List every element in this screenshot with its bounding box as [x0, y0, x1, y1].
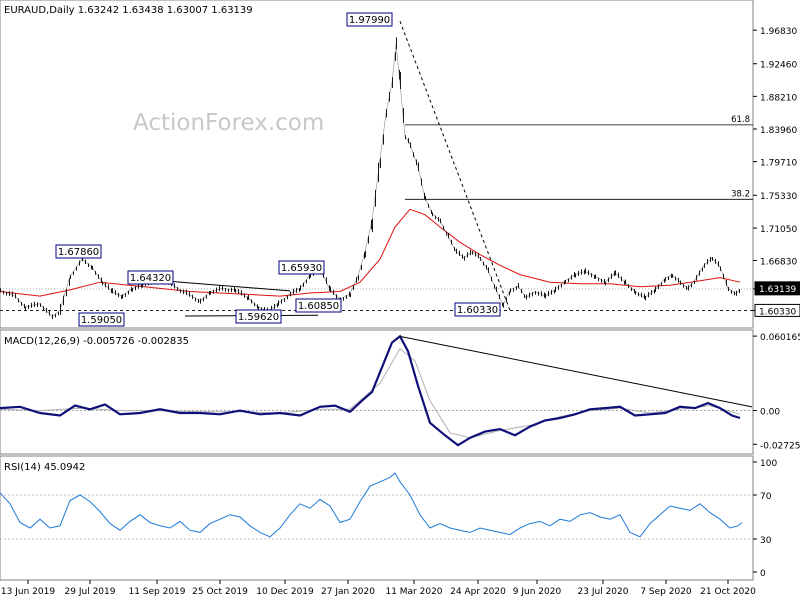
macd-panel-frame	[0, 329, 754, 455]
support-price-tag-label: 1.60330	[759, 307, 796, 317]
fib-level-label: 61.8	[731, 115, 750, 125]
price-annotation-box	[346, 12, 393, 27]
price-annotation-label: 1.67860	[58, 247, 99, 258]
price-annotation-label: 1.64320	[130, 273, 171, 284]
x-tick-label: 21 Oct 2020	[700, 587, 756, 597]
price-annotation-label: 1.59050	[81, 315, 122, 326]
macd-y-tick-label: -0.02725	[760, 441, 800, 451]
price-y-tick-label: 1.92460	[760, 61, 797, 71]
macd-panel: 0.060165 0.00 -0.02725	[0, 333, 800, 451]
price-panel: 1.96830 1.92460 1.88210 1.83960 1.79710 1.753…	[0, 12, 800, 327]
macd-y-tick-label: 0.00	[760, 408, 780, 418]
price-annotation-box	[454, 302, 501, 317]
current-price-tag-label: 1.63139	[759, 285, 796, 295]
rsi-panel-title: RSI(14) 45.0942	[4, 462, 85, 473]
rsi-y-tick-label: 70	[760, 492, 772, 502]
macd-trend-line	[399, 335, 753, 408]
support-price-tag	[754, 303, 800, 317]
macd-line	[0, 334, 741, 447]
watermark: ActionForex.com	[133, 110, 324, 136]
fib-level-label: 38.2	[731, 189, 750, 199]
x-tick-label: 7 Sep 2020	[640, 587, 692, 597]
price-annotation-box	[78, 312, 125, 327]
rsi-y-tick-label: 0	[760, 569, 766, 579]
price-panel-frame	[0, 0, 754, 329]
price-y-tick-label: 1.88210	[760, 93, 797, 103]
x-tick-label: 11 Mar 2020	[385, 587, 442, 597]
moving-average-line	[0, 208, 741, 297]
current-price-tag	[754, 281, 800, 296]
rsi-panel-frame	[0, 455, 754, 581]
rsi-panel: 100 70 30 0	[0, 459, 777, 579]
price-annotation-label: 1.60330	[457, 305, 498, 316]
rsi-y-tick-label: 30	[760, 536, 772, 546]
x-tick-label: 9 Jun 2020	[513, 587, 562, 597]
x-axis: 13 Jun 2019 29 Jul 2019 11 Sep 2019 25 Oct …	[1, 580, 756, 597]
price-annotation-box	[235, 309, 282, 324]
price-annotation-label: 1.65930	[281, 263, 322, 274]
price-annotation-label: 1.59620	[238, 312, 279, 323]
x-tick-label: 10 Dec 2019	[256, 587, 314, 597]
macd-y-tick-label: 0.060165	[760, 333, 800, 343]
x-tick-label: 23 Jul 2020	[578, 587, 629, 597]
macd-panel-title: MACD(12,26,9) -0.005726 -0.002835	[4, 336, 189, 347]
rsi-y-tick-label: 100	[760, 459, 777, 469]
price-panel-title: EURAUD,Daily 1.63242 1.63438 1.63007 1.6…	[4, 5, 253, 16]
x-tick-label: 25 Oct 2019	[192, 587, 248, 597]
price-annotation-box	[55, 244, 102, 259]
price-y-tick-label: 1.79710	[760, 159, 797, 169]
price-y-tick-label: 1.66830	[760, 258, 797, 268]
x-tick-label: 29 Jul 2019	[65, 587, 116, 597]
price-annotation-box	[278, 260, 325, 275]
rsi-line	[0, 472, 743, 538]
price-annotation-box	[295, 298, 342, 313]
price-y-tick-label: 1.75330	[760, 192, 797, 202]
price-y-tick-label: 1.71050	[760, 225, 797, 235]
x-tick-label: 13 Jun 2019	[1, 587, 55, 597]
price-y-tick-label: 1.83960	[760, 126, 797, 136]
x-tick-label: 11 Sep 2019	[128, 587, 185, 597]
x-tick-label: 24 Apr 2020	[450, 587, 506, 597]
price-annotation-label: 1.97990	[349, 15, 390, 26]
price-annotation-box	[127, 270, 174, 285]
price-y-tick-label: 1.96830	[760, 27, 797, 37]
price-annotation-label: 1.60850	[298, 301, 339, 312]
macd-signal-line	[0, 347, 741, 439]
x-tick-label: 27 Jan 2020	[321, 587, 375, 597]
